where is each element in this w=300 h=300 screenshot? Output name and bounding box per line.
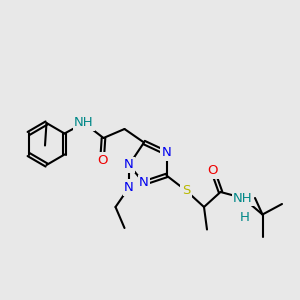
- Text: O: O: [97, 154, 107, 167]
- Text: H: H: [240, 211, 249, 224]
- Text: NH: NH: [233, 191, 253, 205]
- Text: S: S: [182, 184, 190, 197]
- Text: N: N: [139, 176, 149, 190]
- Text: N: N: [124, 158, 134, 172]
- Text: O: O: [208, 164, 218, 178]
- Text: N: N: [162, 146, 171, 160]
- Text: NH: NH: [74, 116, 94, 130]
- Text: N: N: [124, 181, 134, 194]
